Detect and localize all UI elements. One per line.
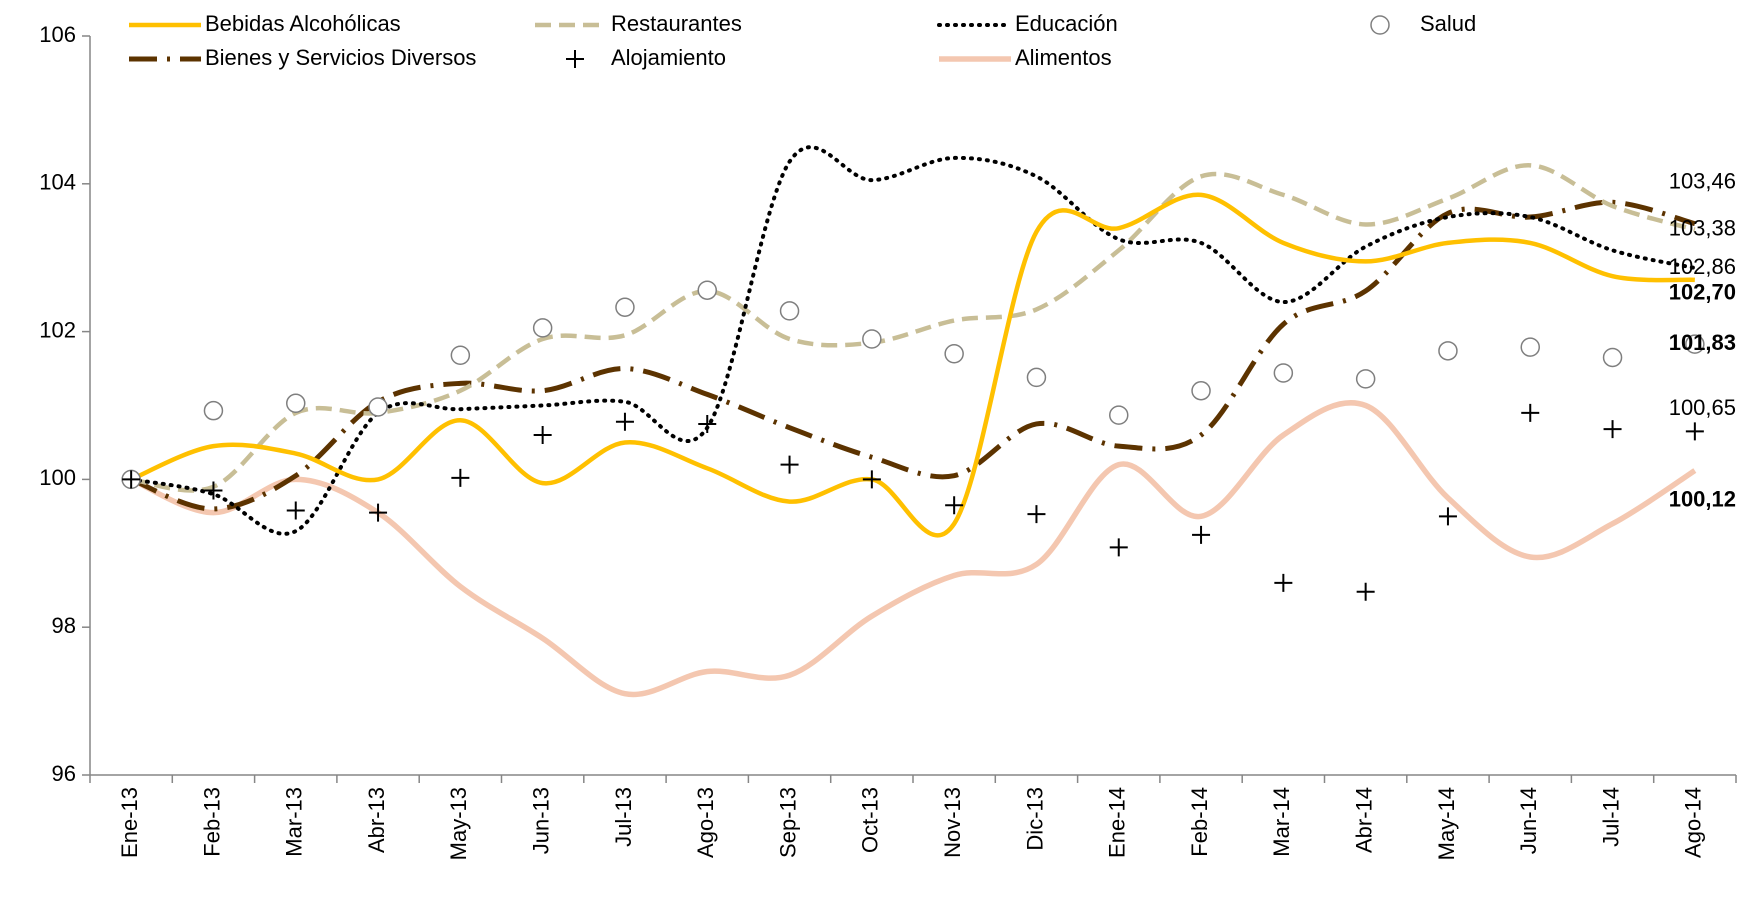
marker — [780, 455, 799, 474]
marker — [1109, 538, 1128, 557]
series — [129, 145, 1697, 536]
marker — [450, 345, 471, 365]
legend-label: Alojamiento — [611, 45, 726, 70]
marker — [1602, 347, 1623, 368]
x-tick-label: Jul-14 — [1598, 787, 1623, 847]
x-tick-label: Ago-14 — [1681, 787, 1706, 858]
marker — [1370, 15, 1390, 35]
marker — [451, 468, 470, 487]
x-tick-label: Abr-13 — [364, 787, 389, 853]
marker — [1438, 507, 1457, 526]
x-tick-label: May-13 — [446, 787, 471, 860]
x-tick-label: Ene-14 — [1105, 787, 1130, 858]
marker — [122, 470, 141, 489]
data-label: 100,65 — [1669, 395, 1736, 420]
marker — [1192, 525, 1211, 544]
marker — [862, 329, 882, 349]
marker — [1026, 367, 1047, 388]
marker — [1685, 422, 1704, 441]
marker — [698, 414, 717, 433]
x-tick-label: Ago-13 — [693, 787, 718, 858]
x-tick-label: Ene-13 — [117, 787, 142, 858]
legend-label: Restaurantes — [611, 11, 742, 36]
x-tick-label: Dic-13 — [1022, 787, 1047, 851]
x-tick-label: Jul-13 — [611, 787, 636, 847]
marker — [862, 470, 881, 489]
marker — [1191, 380, 1211, 401]
x-tick-label: May-14 — [1434, 787, 1459, 860]
marker — [1356, 582, 1375, 601]
y-tick-label: 98 — [52, 613, 76, 638]
marker — [1685, 334, 1705, 354]
line — [130, 400, 1697, 698]
marker — [944, 344, 964, 364]
marker — [615, 297, 635, 317]
marker — [1027, 505, 1046, 524]
x-tick-label: Jun-13 — [528, 787, 553, 854]
marker — [779, 301, 800, 321]
marker — [566, 50, 584, 68]
x-tick-label: Feb-14 — [1187, 787, 1212, 857]
marker — [1109, 405, 1129, 425]
x-tick-label: Feb-13 — [199, 787, 224, 857]
marker — [369, 503, 388, 522]
series — [130, 192, 1695, 538]
data-label: 102,70 — [1669, 280, 1736, 305]
marker — [286, 393, 306, 414]
x-tick-label: Sep-13 — [775, 787, 800, 858]
line — [129, 145, 1697, 536]
x-tick-label: Jun-14 — [1516, 787, 1541, 854]
legend-label: Alimentos — [1015, 45, 1112, 70]
marker — [1438, 341, 1458, 361]
series — [122, 403, 1704, 601]
line — [130, 192, 1695, 538]
marker — [1274, 573, 1293, 592]
x-tick-label: Oct-13 — [858, 787, 883, 853]
x-tick-label: Abr-14 — [1351, 787, 1376, 853]
marker — [1273, 363, 1294, 383]
line — [130, 163, 1696, 493]
marker — [1520, 337, 1540, 357]
marker — [1355, 369, 1376, 389]
legend-label: Educación — [1015, 11, 1118, 36]
data-label: 102,86 — [1669, 254, 1736, 279]
y-tick-label: 106 — [39, 22, 76, 47]
marker — [286, 501, 305, 520]
x-tick-label: Mar-14 — [1269, 787, 1294, 857]
marker — [945, 496, 964, 515]
marker — [1603, 420, 1622, 439]
marker — [533, 426, 552, 445]
legend-label: Bienes y Servicios Diversos — [205, 45, 476, 70]
y-tick-label: 104 — [39, 170, 76, 195]
marker — [368, 397, 388, 417]
data-label: 103,46 — [1669, 169, 1736, 194]
line — [130, 199, 1696, 512]
x-tick-label: Nov-13 — [940, 787, 965, 858]
marker — [203, 400, 224, 421]
marker — [615, 412, 634, 431]
data-label: 103,38 — [1669, 215, 1736, 240]
y-tick-label: 96 — [52, 761, 76, 786]
marker — [697, 280, 717, 300]
series — [130, 163, 1696, 493]
series — [130, 400, 1697, 698]
y-tick-label: 100 — [39, 465, 76, 490]
data-label: 100,12 — [1669, 486, 1736, 511]
series — [121, 280, 1705, 490]
legend-label: Salud — [1420, 11, 1476, 36]
marker — [1521, 403, 1540, 422]
y-tick-label: 102 — [39, 317, 76, 342]
legend-label: Bebidas Alcohólicas — [205, 11, 401, 36]
data-label: 101,83 — [1669, 330, 1736, 355]
x-tick-label: Mar-13 — [282, 787, 307, 857]
series — [130, 199, 1696, 512]
marker — [204, 481, 223, 500]
marker — [532, 318, 553, 338]
